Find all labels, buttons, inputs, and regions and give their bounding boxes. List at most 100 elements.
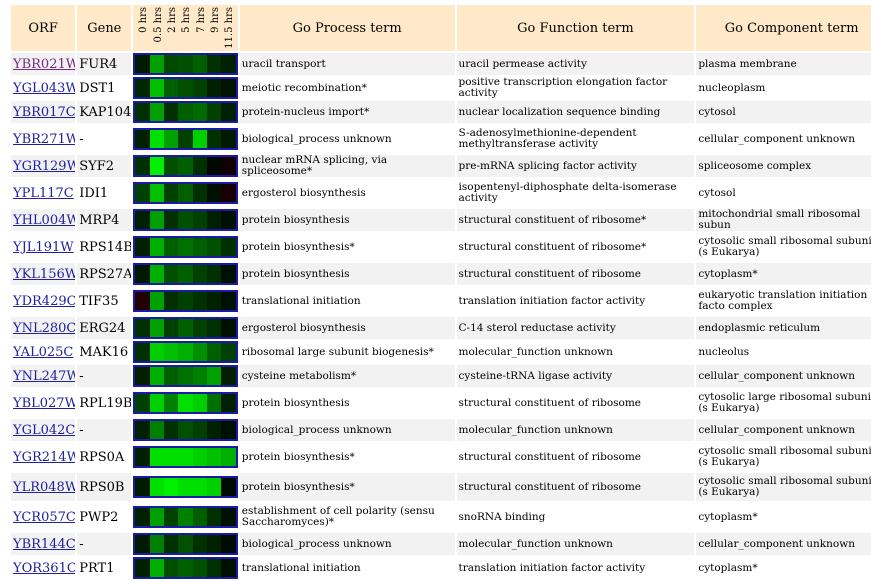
component-cell: cellular_component unknown xyxy=(696,125,871,153)
function-cell: C-14 sterol reductase activity xyxy=(456,317,695,339)
expression-swatch xyxy=(164,238,179,256)
expression-swatch xyxy=(164,394,179,412)
expression-heatmap-cell[interactable] xyxy=(133,77,238,99)
expression-swatch xyxy=(221,394,236,412)
expression-swatch xyxy=(178,559,193,577)
gene-cell: - xyxy=(77,365,132,387)
expression-swatch xyxy=(149,265,165,283)
orf-link[interactable]: YBR017C xyxy=(13,104,76,120)
function-cell: structural constituent of ribosome xyxy=(456,473,695,501)
orf-link[interactable]: YCR057C xyxy=(13,509,76,525)
orf-link[interactable]: YBR021W xyxy=(13,56,76,72)
orf-link[interactable]: YJL191W xyxy=(13,239,74,255)
gene-cell: FUR4 xyxy=(77,53,132,75)
expression-swatch xyxy=(221,211,236,229)
expression-heatmap-cell[interactable] xyxy=(133,473,238,501)
table-row: YGR214W RPS0A protein biosynthesis* structu… xyxy=(11,443,871,471)
expression-heatmap-cell[interactable] xyxy=(133,155,238,177)
orf-link[interactable]: YGL042C xyxy=(13,422,76,438)
expression-heatmap-cell[interactable] xyxy=(133,443,238,471)
expression-swatch xyxy=(135,130,150,148)
orf-cell: YLR048W xyxy=(11,473,76,501)
expression-heatmap-cell[interactable] xyxy=(133,419,238,441)
expression-heatmap-cell[interactable] xyxy=(133,533,238,555)
expression-heatmap-cell[interactable] xyxy=(133,209,238,231)
orf-link[interactable]: YBL027W xyxy=(13,395,76,411)
process-cell: biological_process unknown xyxy=(239,533,455,555)
orf-link[interactable]: YHL004W xyxy=(13,212,76,228)
expression-swatch xyxy=(178,292,193,310)
gene-column-header[interactable]: Gene xyxy=(77,5,132,51)
process-cell: biological_process unknown xyxy=(239,125,455,153)
expression-swatch xyxy=(192,478,208,496)
expression-swatch xyxy=(192,421,208,439)
orf-link[interactable]: YNL247W xyxy=(13,368,76,384)
orf-link[interactable]: YPL117C xyxy=(13,185,74,201)
gene-cell: - xyxy=(77,125,132,153)
expression-swatch xyxy=(164,55,179,73)
expression-swatch xyxy=(192,559,208,577)
expression-heatmap-cell[interactable] xyxy=(133,503,238,531)
expression-heatmap-cell[interactable] xyxy=(133,365,238,387)
function-cell: pre-mRNA splicing factor activity xyxy=(456,155,695,177)
expression-swatch xyxy=(135,367,150,385)
expression-heatmap-cell[interactable] xyxy=(133,557,238,579)
orf-cell: YGR129W xyxy=(11,155,76,177)
expression-swatch xyxy=(149,421,165,439)
component-column-header[interactable]: Go Component term xyxy=(696,5,871,51)
timepoint-label: 9 hrs xyxy=(209,7,221,33)
component-cell: eukaryotic translation initiation facto … xyxy=(696,287,871,315)
expression-heatmap-bar xyxy=(133,506,238,528)
expression-swatch xyxy=(164,103,179,121)
orf-link[interactable]: YGR129W xyxy=(13,158,76,174)
expression-swatch xyxy=(207,103,222,121)
process-column-header[interactable]: Go Process term xyxy=(239,5,455,51)
expression-heatmap-cell[interactable] xyxy=(133,317,238,339)
expression-heatmap-cell[interactable] xyxy=(133,179,238,207)
expression-heatmap-bar xyxy=(133,236,238,258)
table-row: YBR271W - biological_process unknown S-aden… xyxy=(11,125,871,153)
orf-link[interactable]: YNL280C xyxy=(13,320,76,336)
expression-swatch xyxy=(178,265,193,283)
expression-heatmap-cell[interactable] xyxy=(133,287,238,315)
process-cell: protein biosynthesis xyxy=(239,209,455,231)
process-cell: ribosomal large subunit biogenesis* xyxy=(239,341,455,363)
expression-heatmap-cell[interactable] xyxy=(133,53,238,75)
expression-swatch xyxy=(221,367,236,385)
process-cell: nuclear mRNA splicing, via spliceosome* xyxy=(239,155,455,177)
gene-cell: - xyxy=(77,419,132,441)
expression-heatmap-bar xyxy=(133,209,238,231)
orf-link[interactable]: YAL025C xyxy=(13,344,74,360)
orf-link[interactable]: YKL156W xyxy=(13,266,76,282)
expression-swatch xyxy=(221,184,236,202)
expression-heatmap-cell[interactable] xyxy=(133,101,238,123)
expression-heatmap-cell[interactable] xyxy=(133,233,238,261)
expression-heatmap-cell[interactable] xyxy=(133,125,238,153)
expression-swatch xyxy=(149,448,165,466)
table-row: YKL156W RPS27A protein biosynthesis structu… xyxy=(11,263,871,285)
expression-swatch xyxy=(207,130,222,148)
component-cell: cytosol xyxy=(696,101,871,123)
expression-heatmap-cell[interactable] xyxy=(133,341,238,363)
orf-cell: YNL280C xyxy=(11,317,76,339)
orf-link[interactable]: YBR271W xyxy=(13,131,76,147)
orf-cell: YPL117C xyxy=(11,179,76,207)
orf-link[interactable]: YGL043W xyxy=(13,80,76,96)
expression-swatch xyxy=(149,394,165,412)
orf-link[interactable]: YDR429C xyxy=(13,293,76,309)
expression-swatch xyxy=(207,265,222,283)
orf-column-header[interactable]: ORF xyxy=(11,5,76,51)
orf-link[interactable]: YBR144C xyxy=(13,536,76,552)
expression-swatch xyxy=(178,184,193,202)
expression-swatch xyxy=(192,265,208,283)
expression-swatch xyxy=(207,478,222,496)
expression-heatmap-cell[interactable] xyxy=(133,389,238,417)
expression-heatmap-cell[interactable] xyxy=(133,263,238,285)
function-column-header[interactable]: Go Function term xyxy=(456,5,695,51)
gene-cell: PRT1 xyxy=(77,557,132,579)
expression-swatch xyxy=(221,319,236,337)
expression-swatch xyxy=(192,211,208,229)
orf-link[interactable]: YGR214W xyxy=(13,449,76,465)
orf-link[interactable]: YLR048W xyxy=(13,479,76,495)
orf-link[interactable]: YOR361C xyxy=(13,560,76,576)
